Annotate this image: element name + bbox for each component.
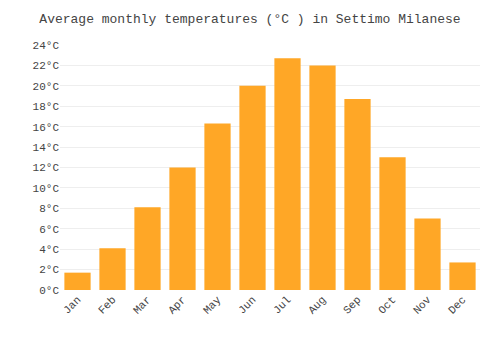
svg-text:Mar: Mar xyxy=(131,294,153,316)
svg-text:Jan: Jan xyxy=(61,294,83,316)
svg-text:22°C: 22°C xyxy=(33,60,60,72)
svg-text:Apr: Apr xyxy=(166,294,188,316)
svg-text:6°C: 6°C xyxy=(39,224,59,236)
svg-text:Aug: Aug xyxy=(306,294,328,316)
svg-text:Jun: Jun xyxy=(236,294,258,316)
svg-text:Jul: Jul xyxy=(271,294,293,316)
svg-text:Oct: Oct xyxy=(376,294,398,316)
svg-text:24°C: 24°C xyxy=(33,40,60,52)
svg-text:2°C: 2°C xyxy=(39,264,59,276)
svg-text:12°C: 12°C xyxy=(33,162,60,174)
svg-text:Average monthly temperatures (: Average monthly temperatures (°C ) in Se… xyxy=(39,12,460,27)
svg-text:14°C: 14°C xyxy=(33,142,60,154)
svg-text:16°C: 16°C xyxy=(33,122,60,134)
svg-text:8°C: 8°C xyxy=(39,203,59,215)
svg-text:Feb: Feb xyxy=(96,294,118,316)
svg-text:10°C: 10°C xyxy=(33,183,60,195)
svg-text:Nov: Nov xyxy=(411,294,434,317)
svg-text:18°C: 18°C xyxy=(33,101,60,113)
svg-text:20°C: 20°C xyxy=(33,81,60,93)
svg-text:4°C: 4°C xyxy=(39,244,59,256)
svg-text:Dec: Dec xyxy=(446,294,468,316)
svg-text:Sep: Sep xyxy=(341,294,363,316)
svg-text:0°C: 0°C xyxy=(39,285,59,297)
svg-text:May: May xyxy=(201,294,224,317)
